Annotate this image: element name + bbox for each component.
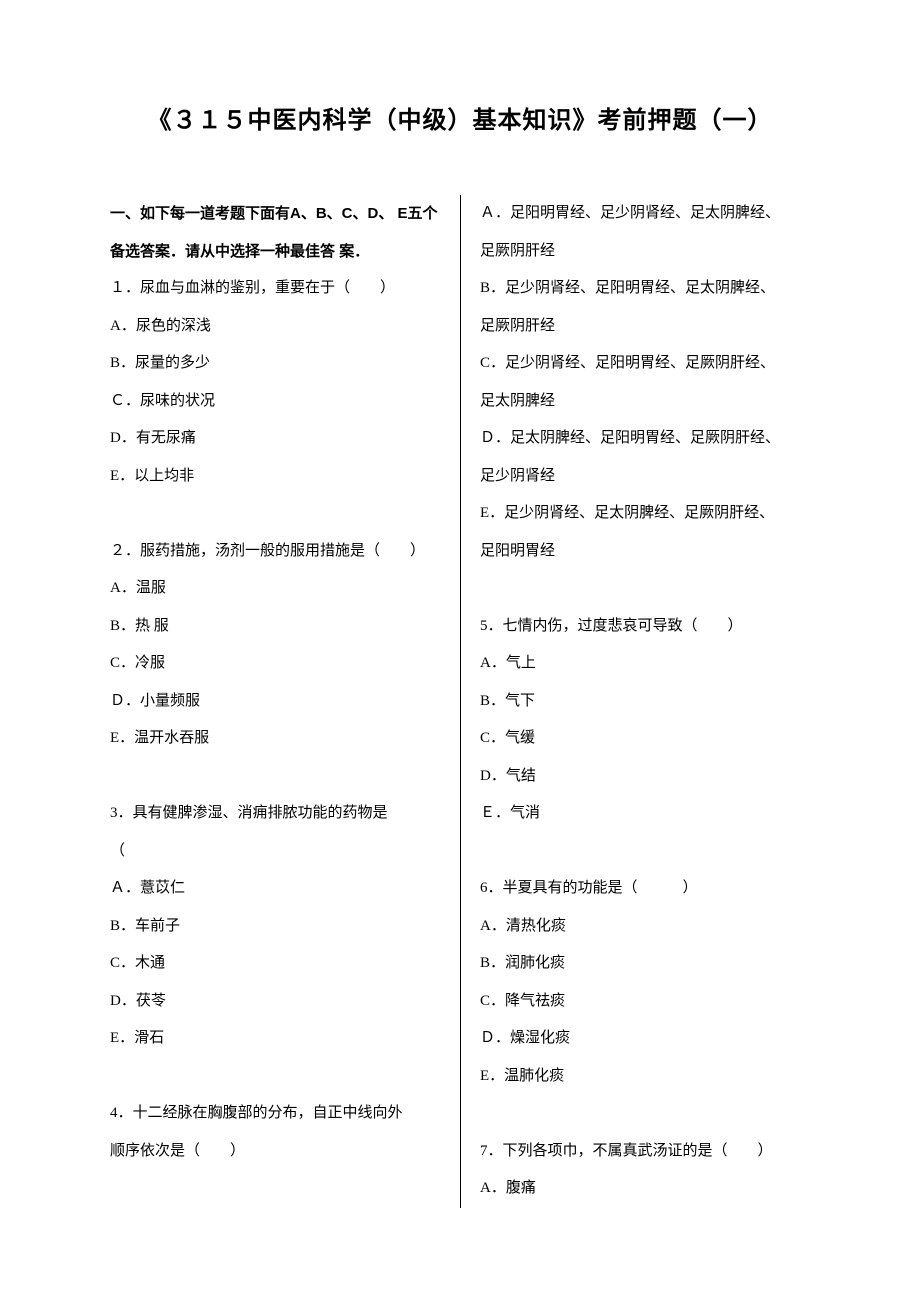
spacer [110, 758, 440, 796]
q5-option-b: B．气下 [480, 683, 810, 721]
q2-option-b: B．热 服 [110, 608, 440, 646]
q6-option-b: B．润肺化痰 [480, 945, 810, 983]
q3-option-c: C．木通 [110, 945, 440, 983]
column-divider [460, 195, 461, 1208]
question-4: 4．十二经脉在胸腹部的分布，自正中线向外 顺序依次是（ ） [110, 1095, 440, 1170]
q4-option-e-line1: E．足少阴肾经、足太阴脾经、足厥阴肝经、 [480, 495, 810, 533]
q2-stem: ２．服药措施，汤剂一般的服用措施是（ ） [110, 533, 440, 571]
q2-option-e: E．温开水吞服 [110, 720, 440, 758]
q4-option-c-line2: 足太阴脾经 [480, 383, 810, 421]
spacer [110, 495, 440, 533]
q1-option-c: Ｃ．尿味的状况 [110, 383, 440, 421]
q7-stem: 7．下列各项巾，不属真武汤证的是（ ） [480, 1133, 810, 1171]
header-line-1: 一、如下每一道考题下面有A、B、C、D、 [110, 205, 393, 222]
q2-option-d: Ｄ．小量频服 [110, 683, 440, 721]
q1-option-a: A．尿色的深浅 [110, 308, 440, 346]
q3-stem-line2: （ [110, 833, 440, 871]
q5-option-a: A．气上 [480, 645, 810, 683]
q1-option-e: E．以上均非 [110, 458, 440, 496]
q5-option-e: Ｅ．气消 [480, 795, 810, 833]
q1-option-d: D．有无尿痛 [110, 420, 440, 458]
q3-stem-line1: 3．具有健脾渗湿、消痈排脓功能的药物是 [110, 795, 440, 833]
q3-option-a: Ａ．薏苡仁 [110, 870, 440, 908]
section-header: 一、如下每一道考题下面有A、B、C、D、 E五个备选答案．请从中选择一种最佳答 … [110, 195, 440, 270]
q4-option-c-line1: C．足少阴肾经、足阳明胃经、足厥阴肝经、 [480, 345, 810, 383]
spacer [480, 833, 810, 871]
q6-option-d: Ｄ．燥湿化痰 [480, 1020, 810, 1058]
q4-option-a-line2: 足厥阴肝经 [480, 233, 810, 271]
q4-option-d-line2: 足少阴肾经 [480, 458, 810, 496]
q4-option-a-line1: Ａ．足阳明胃经、足少阴肾经、足太阴脾经、 [480, 195, 810, 233]
spacer [110, 1058, 440, 1096]
q5-stem: 5．七情内伤，过度悲哀可导致（ ） [480, 608, 810, 646]
q2-option-a: A．温服 [110, 570, 440, 608]
question-3: 3．具有健脾渗湿、消痈排脓功能的药物是 （ Ａ．薏苡仁 B．车前子 C．木通 D… [110, 795, 440, 1058]
q4-option-b-line2: 足厥阴肝经 [480, 308, 810, 346]
q5-option-c: C．气缓 [480, 720, 810, 758]
q1-stem: １．尿血与血淋的鉴别，重要在于（ ） [110, 270, 440, 308]
question-4-options: Ａ．足阳明胃经、足少阴肾经、足太阴脾经、 足厥阴肝经 B．足少阴肾经、足阳明胃经… [480, 195, 810, 570]
question-6: 6．半夏具有的功能是（ ） A．清热化痰 B．润肺化痰 C．降气祛痰 Ｄ．燥湿化… [480, 870, 810, 1095]
q5-option-d: D．气结 [480, 758, 810, 796]
q3-option-b: B．车前子 [110, 908, 440, 946]
question-7: 7．下列各项巾，不属真武汤证的是（ ） A．腹痛 [480, 1133, 810, 1208]
header-line-3: 案． [339, 243, 369, 260]
q3-option-e: E．滑石 [110, 1020, 440, 1058]
q3-option-d: D．茯苓 [110, 983, 440, 1021]
q6-option-e: E．温肺化痰 [480, 1058, 810, 1096]
right-column: Ａ．足阳明胃经、足少阴肾经、足太阴脾经、 足厥阴肝经 B．足少阴肾经、足阳明胃经… [460, 195, 810, 1208]
q6-stem: 6．半夏具有的功能是（ ） [480, 870, 810, 908]
spacer [480, 1095, 810, 1133]
q6-option-c: C．降气祛痰 [480, 983, 810, 1021]
q7-option-a: A．腹痛 [480, 1170, 810, 1208]
q4-stem-line2: 顺序依次是（ ） [110, 1133, 440, 1171]
q4-stem-line1: 4．十二经脉在胸腹部的分布，自正中线向外 [110, 1095, 440, 1133]
q6-option-a: A．清热化痰 [480, 908, 810, 946]
page-title: 《３１５中医内科学（中级）基本知识》考前押题（一） [110, 100, 810, 135]
q4-option-b-line1: B．足少阴肾经、足阳明胃经、足太阴脾经、 [480, 270, 810, 308]
spacer [480, 570, 810, 608]
q4-option-e-line2: 足阳明胃经 [480, 533, 810, 571]
q4-option-d-line1: Ｄ．足太阴脾经、足阳明胃经、足厥阴肝经、 [480, 420, 810, 458]
question-5: 5．七情内伤，过度悲哀可导致（ ） A．气上 B．气下 C．气缓 D．气结 Ｅ．… [480, 608, 810, 833]
content-container: 一、如下每一道考题下面有A、B、C、D、 E五个备选答案．请从中选择一种最佳答 … [110, 195, 810, 1208]
q1-option-b: B．尿量的多少 [110, 345, 440, 383]
question-2: ２．服药措施，汤剂一般的服用措施是（ ） A．温服 B．热 服 C．冷服 Ｄ．小… [110, 533, 440, 758]
left-column: 一、如下每一道考题下面有A、B、C、D、 E五个备选答案．请从中选择一种最佳答 … [110, 195, 460, 1208]
question-1: １．尿血与血淋的鉴别，重要在于（ ） A．尿色的深浅 B．尿量的多少 Ｃ．尿味的… [110, 270, 440, 495]
q2-option-c: C．冷服 [110, 645, 440, 683]
